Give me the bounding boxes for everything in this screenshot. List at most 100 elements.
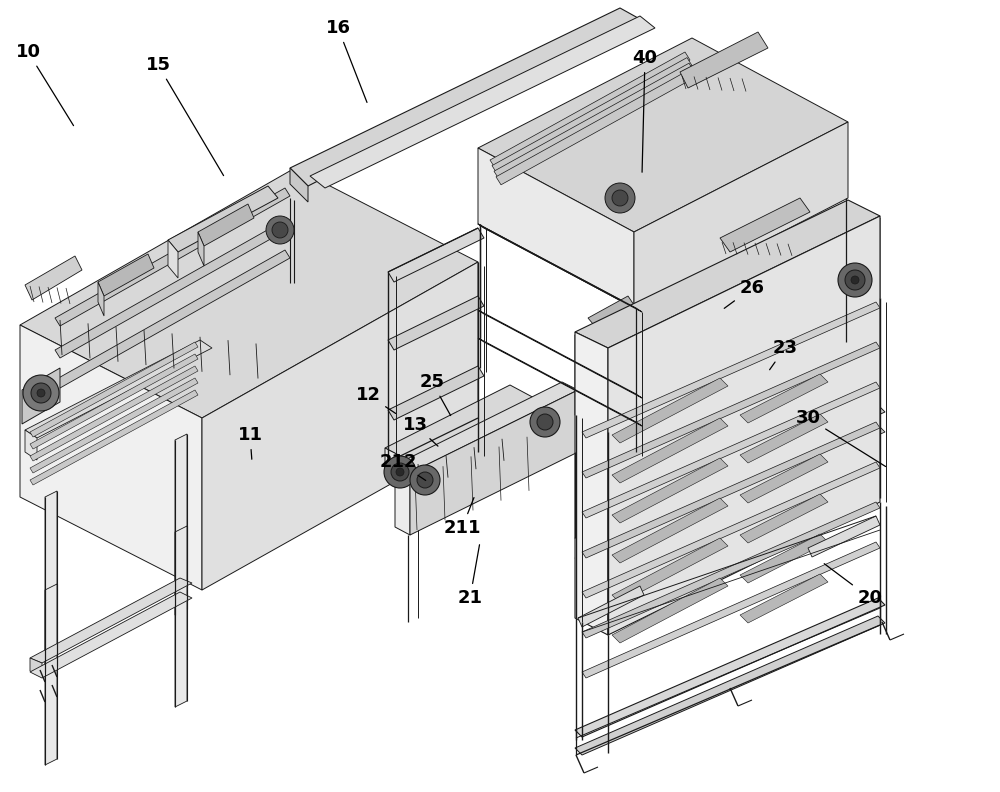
Polygon shape	[30, 578, 192, 663]
Polygon shape	[45, 491, 57, 672]
Polygon shape	[582, 502, 880, 638]
Polygon shape	[575, 332, 608, 635]
Polygon shape	[478, 224, 642, 312]
Text: 10: 10	[16, 43, 74, 126]
Polygon shape	[612, 538, 728, 603]
Polygon shape	[20, 325, 202, 590]
Polygon shape	[55, 250, 290, 388]
Circle shape	[391, 463, 409, 481]
Polygon shape	[582, 462, 880, 598]
Polygon shape	[25, 430, 37, 460]
Polygon shape	[588, 225, 846, 366]
Polygon shape	[290, 168, 308, 202]
Polygon shape	[588, 219, 846, 360]
Polygon shape	[496, 69, 696, 185]
Circle shape	[410, 465, 440, 495]
Text: 11: 11	[238, 426, 262, 459]
Circle shape	[272, 222, 288, 238]
Polygon shape	[492, 58, 692, 173]
Polygon shape	[98, 254, 154, 296]
Polygon shape	[385, 448, 412, 488]
Polygon shape	[168, 186, 278, 252]
Polygon shape	[680, 263, 728, 297]
Polygon shape	[582, 422, 880, 558]
Polygon shape	[582, 382, 880, 518]
Polygon shape	[30, 658, 42, 676]
Polygon shape	[388, 296, 484, 350]
Text: 21: 21	[458, 545, 482, 607]
Circle shape	[266, 216, 294, 244]
Polygon shape	[720, 198, 810, 252]
Polygon shape	[395, 465, 410, 535]
Polygon shape	[45, 584, 57, 765]
Polygon shape	[612, 418, 728, 483]
Text: 25: 25	[420, 373, 451, 416]
Polygon shape	[612, 458, 728, 523]
Circle shape	[417, 472, 433, 488]
Circle shape	[851, 276, 859, 284]
Polygon shape	[202, 262, 478, 590]
Polygon shape	[740, 374, 828, 423]
Polygon shape	[168, 240, 178, 278]
Polygon shape	[578, 586, 644, 627]
Polygon shape	[490, 52, 690, 168]
Polygon shape	[494, 63, 694, 179]
Polygon shape	[55, 220, 290, 358]
Polygon shape	[410, 390, 578, 535]
Polygon shape	[808, 516, 880, 557]
Circle shape	[31, 383, 51, 403]
Polygon shape	[20, 168, 478, 418]
Polygon shape	[612, 498, 728, 563]
Circle shape	[23, 375, 59, 411]
Polygon shape	[30, 378, 198, 473]
Polygon shape	[608, 218, 880, 432]
Polygon shape	[30, 366, 198, 461]
Text: 12: 12	[356, 386, 396, 413]
Polygon shape	[740, 534, 828, 583]
Text: 40: 40	[633, 49, 658, 172]
Circle shape	[845, 270, 865, 290]
Text: 23: 23	[770, 339, 798, 370]
Circle shape	[605, 183, 635, 213]
Polygon shape	[22, 368, 60, 424]
Text: 20: 20	[824, 564, 883, 607]
Polygon shape	[608, 216, 880, 635]
Polygon shape	[388, 366, 484, 420]
Text: 211: 211	[443, 497, 481, 537]
Polygon shape	[310, 16, 655, 188]
Text: 26: 26	[724, 279, 765, 308]
Polygon shape	[575, 200, 880, 348]
Polygon shape	[290, 8, 638, 186]
Circle shape	[612, 190, 628, 206]
Polygon shape	[395, 382, 578, 473]
Polygon shape	[30, 354, 198, 449]
Polygon shape	[388, 418, 484, 472]
Polygon shape	[98, 282, 104, 316]
Text: 16: 16	[326, 19, 367, 102]
Polygon shape	[634, 122, 848, 308]
Polygon shape	[582, 542, 880, 678]
Polygon shape	[30, 592, 192, 678]
Polygon shape	[582, 342, 880, 478]
Circle shape	[384, 456, 416, 488]
Polygon shape	[478, 338, 642, 426]
Polygon shape	[612, 578, 728, 643]
Polygon shape	[478, 38, 848, 232]
Polygon shape	[582, 302, 880, 438]
Polygon shape	[30, 390, 198, 485]
Polygon shape	[575, 335, 608, 432]
Circle shape	[838, 263, 872, 297]
Polygon shape	[388, 228, 484, 282]
Polygon shape	[478, 310, 642, 398]
Polygon shape	[575, 202, 880, 352]
Polygon shape	[198, 232, 204, 266]
Polygon shape	[575, 616, 885, 755]
Polygon shape	[588, 296, 636, 330]
Text: 15: 15	[146, 56, 224, 176]
Polygon shape	[175, 526, 187, 707]
Polygon shape	[612, 378, 728, 443]
Polygon shape	[740, 494, 828, 543]
Polygon shape	[198, 204, 254, 246]
Polygon shape	[575, 598, 885, 737]
Text: 30: 30	[796, 409, 886, 466]
